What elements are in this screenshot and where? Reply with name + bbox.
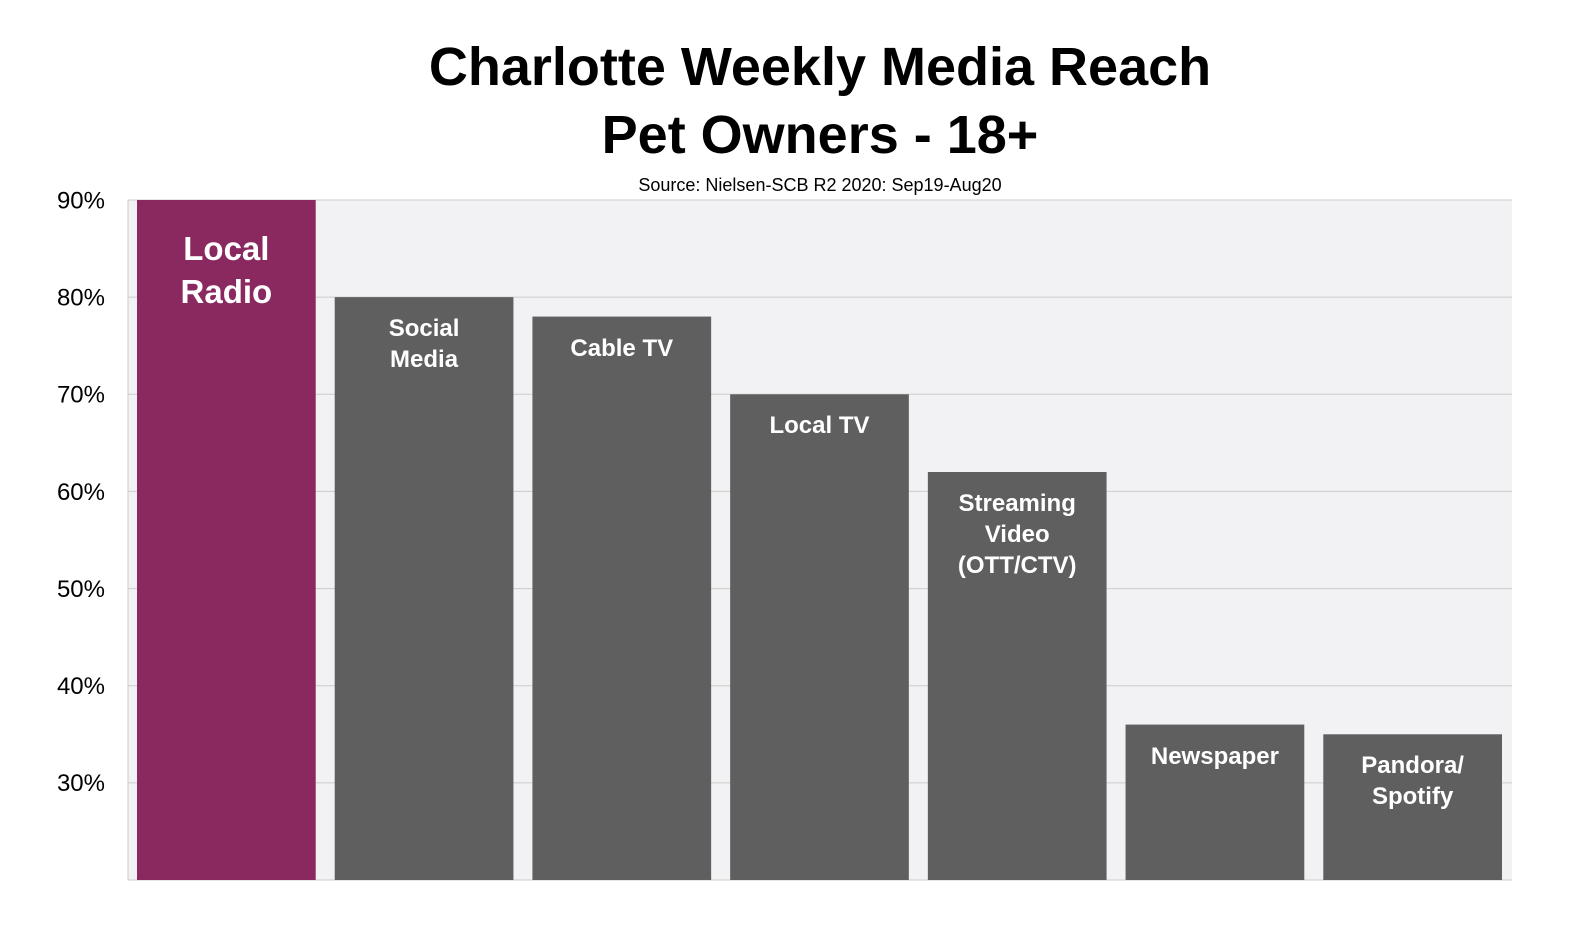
y-tick-label: 30%	[57, 770, 105, 797]
bar-label: Local Radio	[180, 230, 273, 310]
bar-label: Social Media	[388, 315, 460, 374]
y-tick-label: 60%	[57, 479, 105, 506]
y-tick-label: 50%	[57, 576, 105, 603]
bar-label: Streaming Video (OTT/CTV)	[957, 490, 1077, 580]
bar-label: Pandora/ Spotify	[1361, 752, 1464, 811]
chart-title: Charlotte Weekly Media Reach	[428, 37, 1212, 97]
chart-source: Source: Nielsen-SCB R2 2020: Sep19-Aug20	[638, 175, 1002, 195]
y-tick-label: 90%	[57, 187, 105, 214]
bar-label: Local TV	[769, 412, 870, 440]
chart-subtitle: Pet Owners - 18+	[601, 105, 1039, 165]
bar-label: Newspaper	[1150, 742, 1279, 770]
bar	[137, 200, 316, 880]
bar	[334, 297, 514, 881]
y-tick-label: 40%	[57, 673, 105, 700]
y-tick-label: 70%	[57, 382, 105, 409]
bar	[927, 472, 1107, 880]
bar	[532, 316, 712, 881]
bar-label: Cable TV	[570, 334, 674, 362]
bar	[1323, 734, 1502, 880]
bar	[730, 394, 909, 880]
bar	[1125, 724, 1305, 880]
y-tick-label: 80%	[57, 284, 105, 311]
